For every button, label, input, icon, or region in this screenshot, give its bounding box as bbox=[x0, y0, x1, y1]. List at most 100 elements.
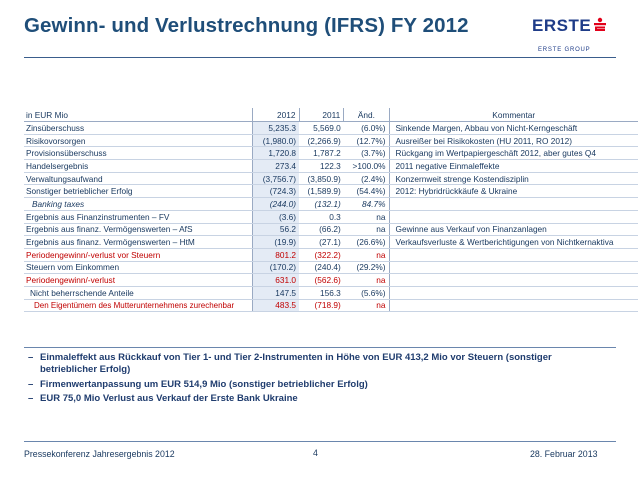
footer-date: 28. Februar 2013 bbox=[530, 449, 598, 459]
row-change: na bbox=[343, 273, 389, 287]
row-change: na bbox=[343, 248, 389, 262]
row-comment bbox=[388, 299, 638, 313]
s-sparkasse-icon bbox=[594, 17, 607, 31]
row-comment: Rückgang im Wertpapiergeschäft 2012, abe… bbox=[388, 146, 638, 161]
row-value-2011: (2,266.9) bbox=[299, 134, 344, 148]
table-row: Risikovorsorgen (1,980.0) (2,266.9) (12.… bbox=[24, 134, 638, 148]
list-item: – EUR 75,0 Mio Verlust aus Verkauf der Er… bbox=[24, 393, 594, 405]
header-label: in EUR Mio bbox=[24, 108, 253, 122]
row-comment: Verkaufsverluste & Wertberichtigungen vo… bbox=[388, 235, 638, 249]
row-label: Verwaltungsaufwand bbox=[24, 172, 253, 186]
row-comment bbox=[388, 210, 638, 224]
bullets-divider bbox=[24, 347, 616, 348]
footer-divider bbox=[24, 441, 616, 442]
row-value-2012: 56.2 bbox=[252, 223, 299, 237]
header-2011: 2011 bbox=[298, 108, 344, 122]
row-label: Nicht beherrschende Anteile bbox=[24, 286, 253, 300]
row-value-2012: (3.6) bbox=[252, 210, 299, 224]
table-row: Ergebnis aus finanz. Vermögenswerten – A… bbox=[24, 223, 638, 237]
table-row: Zinsüberschuss 5,235.3 5,569.0 (6.0%) Si… bbox=[24, 121, 638, 135]
row-label: Periodengewinn/-verlust bbox=[24, 273, 253, 287]
row-value-2011: 5,569.0 bbox=[299, 121, 344, 135]
row-value-2012: (19.9) bbox=[252, 235, 299, 249]
row-value-2012: (724.3) bbox=[252, 184, 299, 199]
row-value-2011: (27.1) bbox=[299, 235, 344, 249]
bullet-dash: – bbox=[28, 352, 34, 363]
row-value-2012: 147.5 bbox=[252, 286, 299, 300]
row-label: Handelsergebnis bbox=[24, 159, 253, 173]
header-2012: 2012 bbox=[252, 108, 299, 122]
footer-event: Pressekonferenz Jahresergebnis 2012 bbox=[24, 449, 175, 459]
row-comment bbox=[388, 261, 638, 275]
row-comment bbox=[388, 197, 638, 211]
bullet-text: Einmaleffekt aus Rückkauf von Tier 1- un… bbox=[40, 352, 552, 376]
row-value-2012: 1,720.8 bbox=[252, 146, 299, 161]
row-comment: 2012: Hybridrückkäufe & Ukraine bbox=[388, 184, 638, 199]
header-change: Änd. bbox=[343, 108, 389, 122]
row-change: (2.4%) bbox=[343, 172, 389, 186]
table-row: Provisionsüberschuss 1,720.8 1,787.2 (3.… bbox=[24, 146, 638, 161]
row-value-2011: (240.4) bbox=[299, 261, 344, 275]
bullet-text: EUR 75,0 Mio Verlust aus Verkauf der Ers… bbox=[40, 393, 298, 405]
row-change: na bbox=[343, 299, 389, 313]
row-value-2011: 0.3 bbox=[299, 210, 344, 224]
table-row: Nicht beherrschende Anteile 147.5 156.3 … bbox=[24, 286, 638, 300]
table-row: Periodengewinn/-verlust 631.0 (562.6) na bbox=[24, 273, 638, 287]
row-value-2011: 156.3 bbox=[299, 286, 344, 300]
row-comment bbox=[388, 248, 638, 262]
table-row: Periodengewinn/-verlust vor Steuern 801.… bbox=[24, 248, 638, 262]
row-value-2011: (718.9) bbox=[299, 299, 344, 313]
table-row: Ergebnis aus finanz. Vermögenswerten – H… bbox=[24, 235, 638, 249]
logo-group-text: ERSTE GROUP bbox=[538, 47, 591, 53]
row-label: Steuern vom Einkommen bbox=[24, 261, 253, 275]
row-value-2011: 1,787.2 bbox=[299, 146, 344, 161]
table-row: Ergebnis aus Finanzinstrumenten – FV (3.… bbox=[24, 210, 638, 224]
row-value-2011: (322.2) bbox=[299, 248, 344, 262]
row-value-2012: 483.5 bbox=[252, 299, 299, 313]
row-comment: Gewinne aus Verkauf von Finanzanlagen bbox=[388, 223, 638, 237]
row-label: Zinsüberschuss bbox=[24, 121, 253, 135]
row-label: Ergebnis aus finanz. Vermögenswerten – A… bbox=[24, 223, 253, 237]
row-change: (5.6%) bbox=[343, 286, 389, 300]
erste-logo: ERSTE bbox=[532, 16, 616, 36]
row-value-2012: 273.4 bbox=[252, 159, 299, 173]
row-change: na bbox=[343, 223, 389, 237]
bullet-text: Firmenwertanpassung um EUR 514,9 Mio (so… bbox=[40, 378, 368, 390]
row-value-2011: (3,850.9) bbox=[299, 172, 344, 186]
row-value-2011: (1,589.9) bbox=[299, 184, 344, 199]
bullet-dash: – bbox=[28, 378, 34, 390]
row-value-2012: (170.2) bbox=[252, 261, 299, 275]
table-row: Den Eigentümern des Mutterunternehmens z… bbox=[24, 299, 638, 313]
row-label: Periodengewinn/-verlust vor Steuern bbox=[24, 248, 253, 262]
list-item: – Einmaleffekt aus Rückkauf von Tier 1- u… bbox=[24, 352, 594, 377]
row-change: (26.6%) bbox=[343, 235, 389, 249]
list-item: – Firmenwertanpassung um EUR 514,9 Mio (s… bbox=[24, 379, 594, 391]
row-change: 84.7% bbox=[343, 197, 389, 211]
row-label: Sonstiger betrieblicher Erfolg bbox=[24, 184, 253, 199]
row-label: Ergebnis aus finanz. Vermögenswerten – H… bbox=[24, 235, 253, 249]
row-value-2012: (3,756.7) bbox=[252, 172, 299, 186]
row-comment: Konzernweit strenge Kostendisziplin bbox=[388, 172, 638, 186]
row-value-2012: (1,980.0) bbox=[252, 134, 299, 148]
row-label: Banking taxes bbox=[24, 197, 253, 211]
row-comment: Ausreißer bei Risikokosten (HU 2011, RO … bbox=[388, 134, 638, 148]
row-change: (12.7%) bbox=[343, 134, 389, 148]
income-statement-table: in EUR Mio 2012 2011 Änd. Kommentar Zins… bbox=[24, 108, 638, 313]
table-row: Banking taxes (244.0) (132.1) 84.7% bbox=[24, 197, 638, 211]
row-change: (3.7%) bbox=[343, 146, 389, 161]
title-divider bbox=[24, 57, 616, 58]
row-value-2011: (562.6) bbox=[299, 273, 344, 287]
row-comment: 2011 negative Einmaleffekte bbox=[388, 159, 638, 173]
row-value-2012: 801.2 bbox=[252, 248, 299, 262]
row-label: Den Eigentümern des Mutterunternehmens z… bbox=[24, 299, 253, 313]
table-row: Handelsergebnis 273.4 122.3 >100.0% 2011… bbox=[24, 159, 638, 173]
row-change: (29.2%) bbox=[343, 261, 389, 275]
page-title: Gewinn- und Verlustrechnung (IFRS) FY 20… bbox=[24, 14, 469, 37]
row-value-2012: (244.0) bbox=[252, 197, 299, 211]
logo-wordmark: ERSTE bbox=[532, 16, 592, 35]
page-number: 4 bbox=[313, 448, 318, 458]
row-comment: Sinkende Margen, Abbau von Nicht-Kernges… bbox=[388, 121, 638, 135]
row-comment bbox=[388, 286, 638, 300]
row-value-2012: 5,235.3 bbox=[252, 121, 299, 135]
header-comment: Kommentar bbox=[388, 108, 638, 122]
